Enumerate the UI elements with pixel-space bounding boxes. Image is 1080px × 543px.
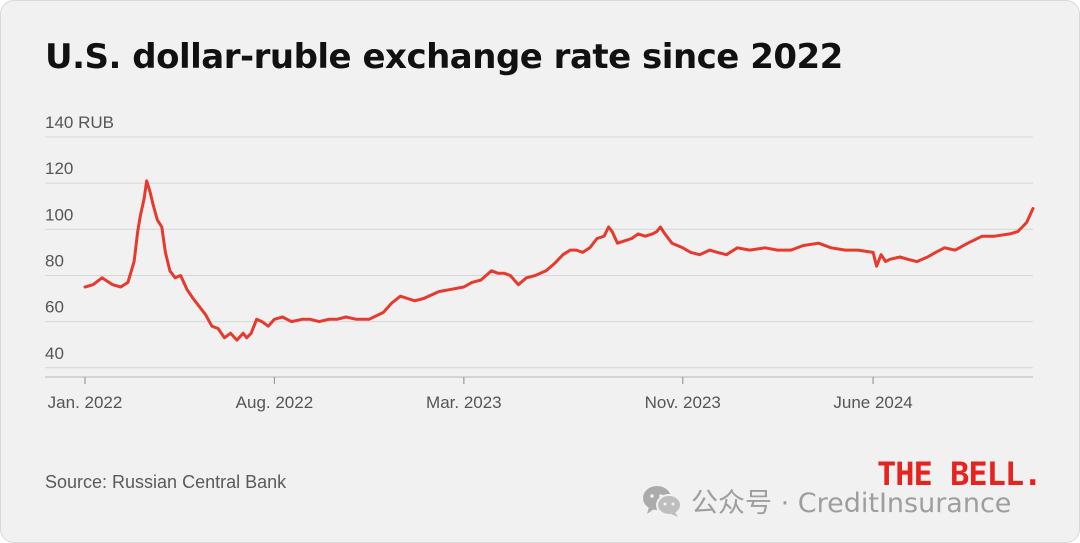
x-tick-label: Nov. 2023 [645, 393, 721, 412]
y-axis-labels: 140 RUB 120 100 80 60 40 [45, 113, 114, 363]
chart-title: U.S. dollar-ruble exchange rate since 20… [45, 37, 843, 77]
series-line-usd-rub [83, 179, 1035, 342]
x-tick-label: Jan. 2022 [48, 393, 123, 412]
brand-logo: THE BELL. [877, 455, 1042, 493]
y-tick-label: 120 [45, 159, 73, 178]
y-tick-label: 100 [45, 205, 73, 224]
y-tick-label: 60 [45, 298, 64, 317]
source-note: Source: Russian Central Bank [45, 472, 287, 492]
watermark-text: 公众号 · CreditInsurance [691, 488, 1012, 519]
line-chart: 140 RUB 120 100 80 60 40 Jan. 2022 Aug. 2022 Ma… [45, 113, 1035, 412]
y-tick-label: 80 [45, 251, 64, 270]
y-tick-label: 40 [45, 344, 64, 363]
x-tick-label: Aug. 2022 [236, 393, 314, 412]
x-tick-label: June 2024 [833, 393, 912, 412]
watermark: 公众号 · CreditInsurance [641, 481, 1011, 520]
x-tick-label: Mar. 2023 [426, 393, 502, 412]
wechat-icon [643, 485, 682, 517]
x-axis-labels: Jan. 2022 Aug. 2022 Mar. 2023 Nov. 2023 June… [48, 377, 913, 412]
y-tick-label: 140 RUB [45, 113, 114, 132]
gridlines [45, 136, 1033, 369]
